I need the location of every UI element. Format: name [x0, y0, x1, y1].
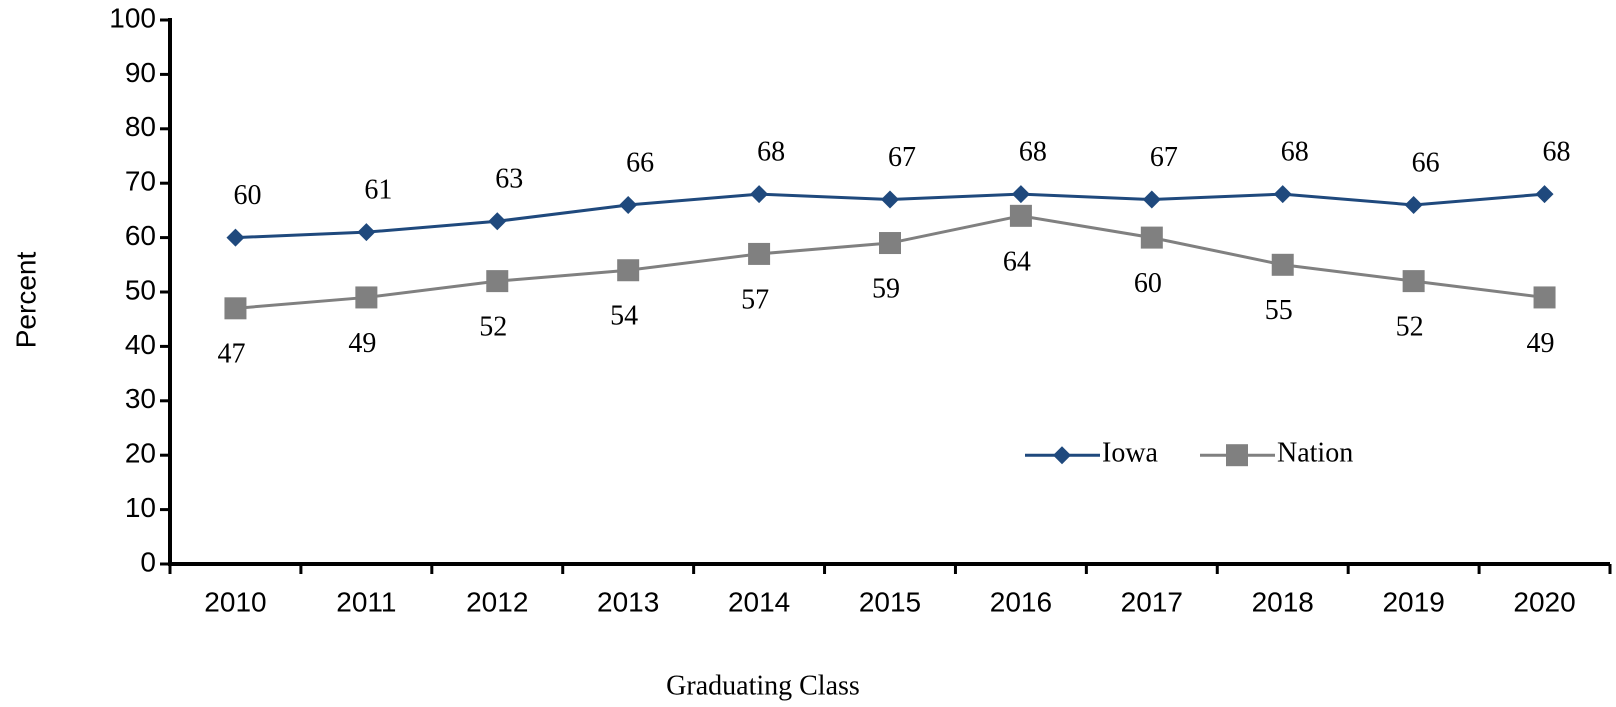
y-tick-label: 90: [125, 57, 156, 88]
point: [1535, 185, 1554, 204]
point: [1011, 185, 1030, 204]
y-tick-label: 80: [125, 111, 156, 142]
legend-marker: [1053, 446, 1071, 465]
point: [619, 195, 638, 214]
data-label: 66: [626, 147, 654, 178]
x-tick-label: 2011: [336, 586, 396, 617]
x-tick-label: 2020: [1513, 586, 1575, 617]
x-tick-label: 2018: [1252, 586, 1314, 617]
data-label: 55: [1265, 295, 1293, 326]
y-tick-label: 100: [109, 2, 156, 33]
y-tick-label: 60: [125, 220, 156, 251]
x-tick-label: 2017: [1121, 586, 1183, 617]
data-label: 49: [1527, 328, 1555, 359]
y-tick-label: 50: [125, 274, 156, 305]
data-label: 60: [1134, 268, 1162, 299]
x-tick-label: 2019: [1382, 586, 1444, 617]
y-axis-label: Percent: [10, 252, 41, 349]
data-label: 66: [1412, 147, 1440, 178]
point: [355, 286, 378, 309]
data-label: 64: [1003, 246, 1031, 277]
y-tick-label: 30: [125, 383, 156, 414]
x-tick-label: 2013: [597, 586, 659, 617]
x-tick-label: 2014: [728, 586, 790, 617]
data-label: 57: [741, 284, 769, 315]
point: [1142, 190, 1161, 209]
point: [617, 259, 640, 282]
legend-marker: [1226, 444, 1248, 467]
data-label: 61: [364, 175, 392, 206]
point: [357, 223, 376, 242]
x-axis-label: Graduating Class: [666, 670, 860, 701]
legend-label: Nation: [1277, 438, 1353, 469]
data-label: 68: [757, 137, 785, 168]
data-label: 67: [888, 142, 916, 173]
y-tick-label: 10: [125, 492, 156, 523]
data-label: 52: [1396, 312, 1424, 343]
data-label: 67: [1150, 142, 1178, 173]
point: [750, 185, 769, 204]
point: [1273, 185, 1292, 204]
point: [486, 270, 509, 293]
legend-label: Iowa: [1102, 438, 1159, 469]
point: [879, 232, 901, 255]
data-label: 52: [479, 312, 507, 343]
point: [1271, 253, 1294, 276]
y-tick-label: 40: [125, 329, 156, 360]
point: [881, 190, 899, 209]
y-tick-label: 70: [125, 166, 156, 197]
x-tick-label: 2016: [990, 586, 1052, 617]
point: [1140, 226, 1163, 249]
point: [1009, 204, 1032, 227]
y-tick-label: 20: [125, 438, 156, 469]
data-label: 68: [1019, 137, 1047, 168]
data-label: 68: [1281, 137, 1309, 168]
point: [226, 228, 245, 247]
data-label: 54: [610, 301, 638, 332]
point: [1404, 195, 1423, 214]
x-tick-label: 2012: [466, 586, 528, 617]
data-label: 59: [872, 273, 900, 304]
data-label: 49: [348, 328, 376, 359]
x-tick-label: 2010: [204, 586, 266, 617]
point: [488, 212, 507, 231]
y-tick-label: 0: [140, 546, 156, 577]
point: [224, 297, 247, 320]
x-tick-label: 2015: [859, 586, 921, 617]
data-label: 63: [495, 164, 523, 195]
point: [1402, 270, 1425, 293]
data-label: 47: [217, 339, 245, 370]
data-label: 60: [233, 180, 261, 211]
point: [748, 242, 771, 265]
data-label: 68: [1543, 137, 1571, 168]
point: [1533, 286, 1556, 309]
